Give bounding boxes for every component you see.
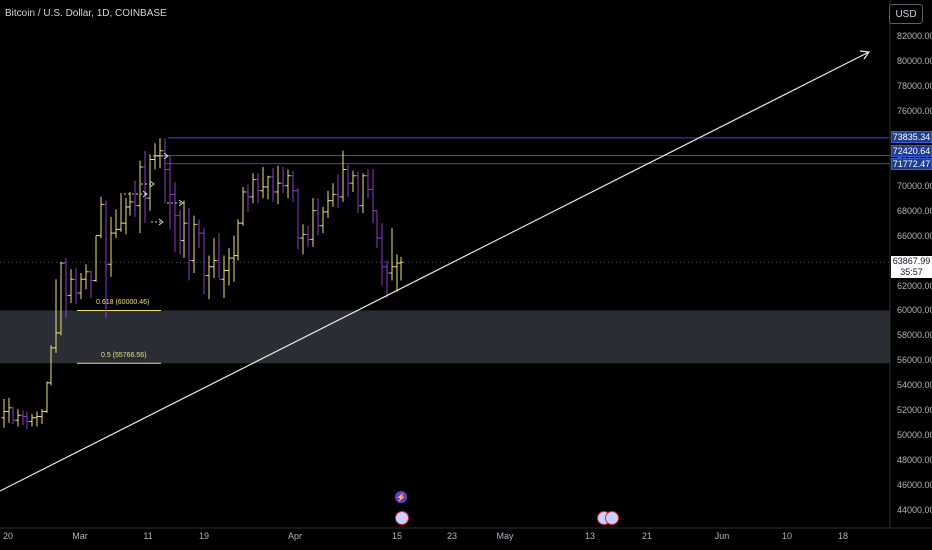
time-axis-label: 23 bbox=[446, 531, 458, 541]
price-axis-label: 48000.00 bbox=[897, 455, 932, 466]
arrow-head-icon bbox=[178, 199, 184, 207]
price-axis-label: 44000.00 bbox=[897, 505, 932, 516]
time-axis-label: 13 bbox=[584, 531, 596, 541]
current-price-tag: 63867.99 35:57 bbox=[891, 256, 932, 278]
bar-countdown: 35:57 bbox=[900, 267, 923, 277]
time-axis-label: 19 bbox=[198, 531, 210, 541]
currency-button[interactable]: USD bbox=[889, 4, 923, 24]
price-axis-label: 70000.00 bbox=[897, 180, 932, 191]
time-axis-label: Apr bbox=[287, 531, 303, 541]
fib-05-label: 0.5 (55766.56) bbox=[101, 352, 147, 359]
time-axis-label: 18 bbox=[837, 531, 849, 541]
time-axis-label: 15 bbox=[391, 531, 403, 541]
resistance-price-tag: 71772.47 bbox=[891, 158, 932, 170]
time-axis-label: Mar bbox=[72, 531, 88, 541]
time-axis-label: May bbox=[496, 531, 514, 541]
price-axis-label: 58000.00 bbox=[897, 330, 932, 341]
price-axis-label: 56000.00 bbox=[897, 355, 932, 366]
price-axis-label: 50000.00 bbox=[897, 430, 932, 441]
price-axis-label: 66000.00 bbox=[897, 230, 932, 241]
arrow-head-icon bbox=[142, 190, 148, 198]
symbol-title: Bitcoin / U.S. Dollar, 1D, COINBASE bbox=[5, 8, 167, 19]
time-axis-label: Jun bbox=[714, 531, 730, 541]
us-flag-icon[interactable] bbox=[395, 511, 409, 525]
arrow-head-icon bbox=[158, 218, 164, 226]
support-zone bbox=[0, 310, 890, 364]
price-axis-label: 54000.00 bbox=[897, 380, 932, 391]
price-axis-label: 76000.00 bbox=[897, 105, 932, 116]
trendline bbox=[0, 51, 870, 492]
lightning-icon[interactable]: ⚡ bbox=[395, 491, 407, 503]
price-axis-label: 68000.00 bbox=[897, 205, 932, 216]
price-axis-label: 82000.00 bbox=[897, 31, 932, 41]
time-axis-label: 10 bbox=[781, 531, 793, 541]
arrow-head-icon bbox=[163, 152, 169, 160]
arrow-head-icon bbox=[149, 180, 155, 188]
trendline-arrow-icon bbox=[859, 50, 871, 60]
resistance-price-tag: 73835.34 bbox=[891, 131, 932, 143]
price-axis-label: 78000.00 bbox=[897, 80, 932, 91]
time-axis-label: 21 bbox=[641, 531, 653, 541]
price-axis-label: 46000.00 bbox=[897, 480, 932, 491]
price-axis-label: 80000.00 bbox=[897, 55, 932, 66]
current-price: 63867.99 bbox=[892, 256, 931, 266]
time-axis-label: 20 bbox=[2, 531, 14, 541]
price-axis-label: 60000.00 bbox=[897, 305, 932, 316]
fib-0618-label: 0.618 (60000.46) bbox=[96, 299, 150, 306]
us-flag-icon[interactable] bbox=[605, 511, 619, 525]
time-axis-label: 11 bbox=[143, 531, 153, 541]
price-axis-label: 62000.00 bbox=[897, 280, 932, 291]
price-axis-label: 52000.00 bbox=[897, 405, 932, 416]
resistance-price-tag: 72420.64 bbox=[891, 145, 932, 157]
